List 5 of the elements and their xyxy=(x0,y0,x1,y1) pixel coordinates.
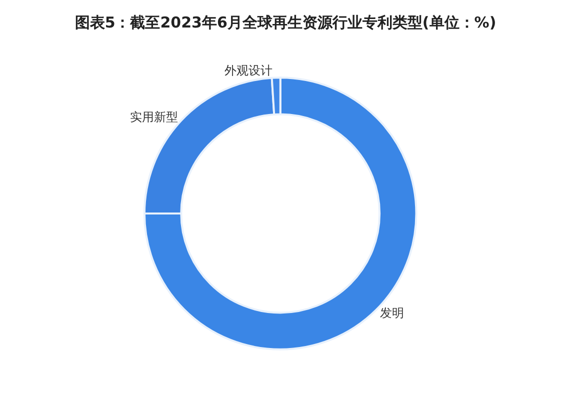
slice-label: 实用新型 xyxy=(130,110,178,124)
slice-label: 发明 xyxy=(380,306,404,320)
slice-label: 外观设计 xyxy=(224,64,273,78)
donut-slice xyxy=(143,76,418,350)
chart-title: 图表5：截至2023年6月全球再生资源行业专利类型(单位：%) xyxy=(74,13,496,32)
